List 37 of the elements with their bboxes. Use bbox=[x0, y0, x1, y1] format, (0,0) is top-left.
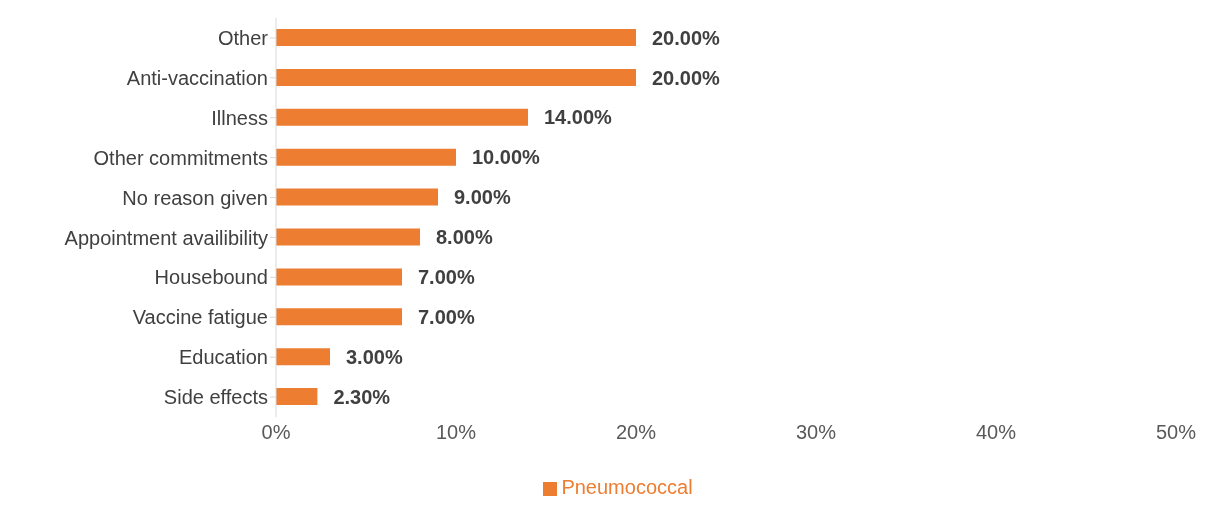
bar bbox=[276, 388, 318, 406]
data-label: 14.00% bbox=[544, 106, 613, 129]
x-tick-label: 0% bbox=[261, 421, 291, 444]
x-tick-label: 40% bbox=[975, 421, 1017, 444]
y-tick-label: Housebound bbox=[154, 266, 268, 289]
data-label: 20.00% bbox=[652, 26, 721, 49]
data-label: 8.00% bbox=[436, 226, 493, 249]
y-tick-label: Education bbox=[179, 346, 268, 369]
data-label: 9.00% bbox=[454, 186, 511, 209]
bar bbox=[276, 268, 402, 286]
data-label: 7.00% bbox=[418, 266, 475, 288]
data-label: 2.30% bbox=[333, 385, 391, 408]
x-tick-label: 10% bbox=[435, 421, 477, 444]
bar bbox=[276, 29, 636, 46]
data-label: 10.00% bbox=[472, 146, 541, 169]
y-tick-label: Side effects bbox=[163, 386, 268, 409]
x-tick-label: 50% bbox=[1155, 421, 1197, 444]
legend-label: Pneumococcal bbox=[561, 476, 693, 498]
y-tick-label: Vaccine fatigue bbox=[132, 306, 268, 329]
data-label: 7.00% bbox=[418, 305, 475, 328]
x-tick-label: 30% bbox=[795, 421, 837, 444]
y-tick-label: Other commitments bbox=[93, 146, 268, 169]
y-tick-label: Illness bbox=[211, 106, 268, 129]
bar bbox=[276, 108, 528, 126]
y-tick-label: Appointment availibility bbox=[64, 226, 268, 249]
bar bbox=[276, 308, 402, 326]
y-tick-label: Other bbox=[217, 27, 269, 50]
bar bbox=[276, 348, 330, 366]
y-tick-label: No reason given bbox=[122, 186, 268, 209]
bar bbox=[276, 148, 456, 166]
data-label: 20.00% bbox=[652, 66, 721, 89]
bar bbox=[276, 228, 420, 246]
y-tick-label: Anti-vaccination bbox=[126, 66, 268, 89]
data-label: 3.00% bbox=[346, 345, 403, 368]
bar bbox=[276, 68, 636, 86]
x-tick-label: 20% bbox=[615, 421, 657, 444]
bar bbox=[276, 188, 438, 206]
